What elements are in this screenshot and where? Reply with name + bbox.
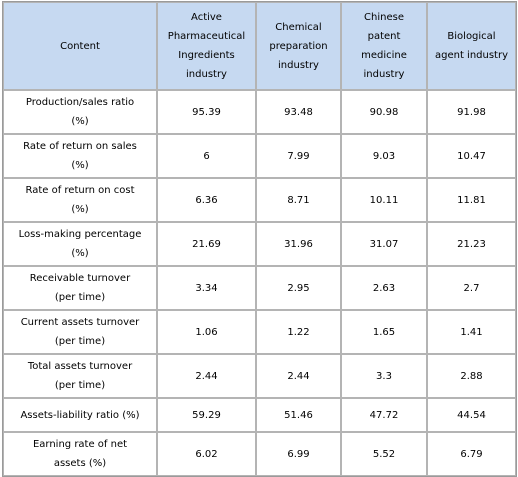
table-header: Content Active Pharmaceutical Ingredients…	[3, 2, 516, 90]
value-cell: 31.07	[341, 222, 427, 266]
value-cell: 10.11	[341, 178, 427, 222]
value-cell: 91.98	[427, 90, 516, 134]
value-cell: 2.44	[157, 354, 256, 398]
header-cell: Chemical preparation industry	[256, 2, 341, 90]
value-cell: 5.52	[341, 432, 427, 476]
table-row: Receivable turnover (per time) 3.34 2.95 2.…	[3, 266, 516, 310]
row-label: Current assets turnover (per time)	[3, 310, 157, 354]
header-cell: Active Pharmaceutical Ingredients indust…	[157, 2, 256, 90]
table-row: Current assets turnover (per time) 1.06 1.…	[3, 310, 516, 354]
value-cell: 6.79	[427, 432, 516, 476]
value-cell: 51.46	[256, 398, 341, 432]
table-row: Loss-making percentage (%) 21.69 31.96 31.0…	[3, 222, 516, 266]
value-cell: 6.99	[256, 432, 341, 476]
header-cell: Chinese patent medicine industry	[341, 2, 427, 90]
value-cell: 2.63	[341, 266, 427, 310]
row-label: Earning rate of net assets (%)	[3, 432, 157, 476]
value-cell: 1.41	[427, 310, 516, 354]
value-cell: 6	[157, 134, 256, 178]
table-row: Production/sales ratio (%) 95.39 93.48 90.9…	[3, 90, 516, 134]
value-cell: 7.99	[256, 134, 341, 178]
row-label: Total assets turnover (per time)	[3, 354, 157, 398]
value-cell: 1.06	[157, 310, 256, 354]
table-row: Rate of return on cost (%) 6.36 8.71 10.11 1…	[3, 178, 516, 222]
row-label: Loss-making percentage (%)	[3, 222, 157, 266]
row-label: Rate of return on cost (%)	[3, 178, 157, 222]
value-cell: 11.81	[427, 178, 516, 222]
header-row: Content Active Pharmaceutical Ingredients…	[3, 2, 516, 90]
row-label: Assets-liability ratio (%)	[3, 398, 157, 432]
value-cell: 47.72	[341, 398, 427, 432]
value-cell: 90.98	[341, 90, 427, 134]
header-cell: Biological agent industry	[427, 2, 516, 90]
value-cell: 2.7	[427, 266, 516, 310]
value-cell: 3.3	[341, 354, 427, 398]
value-cell: 6.02	[157, 432, 256, 476]
value-cell: 6.36	[157, 178, 256, 222]
row-label: Rate of return on sales (%)	[3, 134, 157, 178]
table-row: Assets-liability ratio (%) 59.29 51.46 47.7…	[3, 398, 516, 432]
value-cell: 44.54	[427, 398, 516, 432]
value-cell: 95.39	[157, 90, 256, 134]
value-cell: 1.65	[341, 310, 427, 354]
value-cell: 3.34	[157, 266, 256, 310]
value-cell: 2.88	[427, 354, 516, 398]
value-cell: 59.29	[157, 398, 256, 432]
table-row: Earning rate of net assets (%) 6.02 6.99 5.…	[3, 432, 516, 476]
header-cell: Content	[3, 2, 157, 90]
value-cell: 10.47	[427, 134, 516, 178]
row-label: Production/sales ratio (%)	[3, 90, 157, 134]
table-row: Total assets turnover (per time) 2.44 2.44…	[3, 354, 516, 398]
value-cell: 93.48	[256, 90, 341, 134]
value-cell: 9.03	[341, 134, 427, 178]
table-body: Production/sales ratio (%) 95.39 93.48 90.9…	[3, 90, 516, 476]
table-row: Rate of return on sales (%) 6 7.99 9.03 10.4…	[3, 134, 516, 178]
value-cell: 1.22	[256, 310, 341, 354]
value-cell: 8.71	[256, 178, 341, 222]
value-cell: 2.44	[256, 354, 341, 398]
value-cell: 2.95	[256, 266, 341, 310]
value-cell: 31.96	[256, 222, 341, 266]
value-cell: 21.69	[157, 222, 256, 266]
row-label: Receivable turnover (per time)	[3, 266, 157, 310]
value-cell: 21.23	[427, 222, 516, 266]
